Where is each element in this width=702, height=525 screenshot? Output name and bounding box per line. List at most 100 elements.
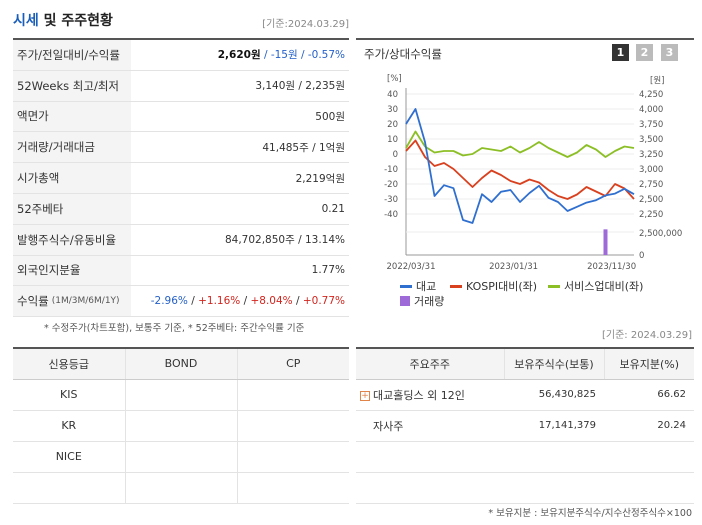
returns-periods: (1M/3M/6M/1Y) [51, 296, 120, 307]
credit-header-cp: CP [236, 349, 349, 380]
legend-label-sector: 서비스업대비(좌) [564, 280, 644, 293]
y-right-tick-label: 2,750 [639, 180, 663, 190]
holder-shares: 17,141,379 [504, 410, 604, 442]
market-summary-table: 주가/전일대비/수익률 2,620원 / -15원 / -0.57% 52Wee… [13, 38, 349, 318]
legend-item-price: 대교 [400, 278, 436, 294]
market-value: 41,485주 / 1억원 [262, 141, 345, 154]
table-row: NICE [13, 441, 349, 473]
table-row: + 대교홀딩스 외 12인 56,430,825 66.62 [356, 379, 694, 411]
holder-name [356, 441, 504, 473]
y-left-tick-label: -20 [384, 180, 398, 190]
price-change: / -15원 [260, 49, 298, 62]
chart-page-2-button[interactable]: 2 [636, 44, 653, 61]
table-row [13, 472, 349, 504]
market-row-52weeks: 52Weeks 최고/최저 3,140원 / 2,235원 [13, 70, 349, 102]
chart-panel [356, 38, 694, 315]
market-row-market-cap: 시가총액 2,219억원 [13, 163, 349, 194]
market-label: 주가/전일대비/수익률 [13, 40, 131, 70]
holders-header-name: 주요주주 [356, 349, 504, 380]
table-row [356, 472, 694, 504]
holders-footnote: * 보유지분 : 보유지분주식수/지수산정주식수×100 [488, 508, 692, 519]
holder-pct: 66.62 [604, 379, 694, 411]
credit-agency: KR [13, 410, 125, 442]
holder-name: 자사주 [356, 410, 504, 442]
credit-cp [236, 441, 349, 473]
market-label: 시가총액 [13, 163, 131, 193]
holder-shares: 56,430,825 [504, 379, 604, 411]
market-row-returns: 수익률 (1M/3M/6M/1Y) -2.96% / +1.16% / +8.04… [13, 286, 349, 318]
credit-agency: KIS [13, 379, 125, 411]
holder-shares [504, 472, 604, 504]
market-value: 2,620원 / -15원 / -0.57% [131, 47, 349, 62]
market-label: 52주베타 [13, 193, 131, 224]
left-axis-unit: [%] [387, 74, 402, 84]
legend-item-sector: 서비스업대비(좌) [548, 278, 643, 294]
major-shareholders-table: 주요주주 보유주식수(보통) 보유지분(%) + 대교홀딩스 외 12인 56,4… [356, 347, 694, 504]
x-tick-label: 2023/01/31 [489, 262, 538, 272]
credit-bond [124, 441, 237, 473]
section-title-accent: 시세 [13, 13, 39, 29]
market-value: 84,702,850주 / 13.14% [224, 234, 345, 247]
y-right-tick-label: 3,250 [639, 150, 663, 160]
market-label: 외국인지분율 [13, 255, 131, 286]
market-row-shares: 발행주식수/유동비율 84,702,850주 / 13.14% [13, 224, 349, 256]
market-label: 발행주식수/유동비율 [13, 224, 131, 255]
return-6m: +8.04% [250, 295, 293, 308]
legend-item-volume: 거래량 [400, 293, 444, 309]
y-right-tick-label: 3,750 [639, 120, 663, 130]
credit-bond [124, 379, 237, 411]
x-tick-label: 2022/03/31 [387, 262, 436, 272]
y-right-tick-label: 4,250 [639, 90, 663, 100]
current-price: 2,620원 [217, 49, 261, 62]
holder-pct [604, 441, 694, 473]
table-row [356, 441, 694, 473]
credit-agency [13, 472, 125, 504]
market-row-price: 주가/전일대비/수익률 2,620원 / -15원 / -0.57% [13, 40, 349, 71]
sector-relative-line [405, 130, 635, 158]
legend-label-volume: 거래량 [414, 295, 445, 308]
holder-name [356, 472, 504, 504]
market-value: -2.96% / +1.16% / +8.04% / +0.77% [150, 295, 345, 308]
market-row-volume: 거래량/거래대금 41,485주 / 1억원 [13, 132, 349, 164]
holders-header-row: 주요주주 보유주식수(보통) 보유지분(%) [356, 349, 694, 380]
market-row-face-value: 액면가 500원 [13, 101, 349, 133]
y-right-tick-label: 3,000 [639, 165, 663, 175]
chart-page-1-button[interactable]: 1 [612, 44, 629, 61]
market-label: 52Weeks 최고/최저 [13, 70, 131, 101]
y-left-tick-label: 40 [387, 90, 398, 100]
price-line [405, 108, 635, 224]
chart-page-3-button[interactable]: 3 [661, 44, 678, 61]
holder-name[interactable]: + 대교홀딩스 외 12인 [356, 379, 504, 411]
holders-header-shares: 보유주식수(보통) [503, 349, 604, 380]
market-value: 2,219억원 [295, 172, 345, 185]
return-1m: -2.96% [150, 295, 188, 308]
volume-tick-label: 0 [639, 251, 644, 261]
y-right-tick-label: 3,500 [639, 135, 663, 145]
y-left-tick-label: -40 [384, 210, 398, 220]
credit-header-row: 신용등급 BOND CP [13, 349, 349, 380]
y-right-tick-label: 4,000 [639, 105, 663, 115]
x-tick-label: 2023/11/30 [587, 262, 636, 272]
table-row: KR [13, 410, 349, 442]
table-row: 자사주 17,141,379 20.24 [356, 410, 694, 442]
legend-label-price: 대교 [416, 280, 437, 293]
y-left-tick-label: 20 [387, 120, 398, 130]
legend-swatch-volume [400, 296, 410, 306]
market-value: 500원 [315, 110, 345, 123]
y-left-tick-label: -10 [384, 165, 398, 175]
expand-icon[interactable]: + [360, 390, 370, 401]
credit-cp [236, 379, 349, 411]
legend-swatch-sector [548, 284, 560, 288]
holder-pct [604, 472, 694, 504]
kospi-relative-line [405, 139, 635, 200]
section-title-rest: 및 주주현황 [38, 13, 113, 29]
y-left-tick-label: -30 [384, 195, 398, 205]
reference-date: [기준:2024.03.29] [262, 19, 349, 30]
returns-label: 수익률 [17, 294, 49, 309]
market-value: 0.21 [321, 202, 345, 215]
return-3m: +1.16% [198, 295, 241, 308]
legend-swatch-kospi [450, 284, 462, 288]
credit-agency: NICE [13, 441, 125, 473]
holders-reference-date: [기준: 2024.03.29] [601, 330, 692, 341]
credit-bond [124, 410, 237, 442]
